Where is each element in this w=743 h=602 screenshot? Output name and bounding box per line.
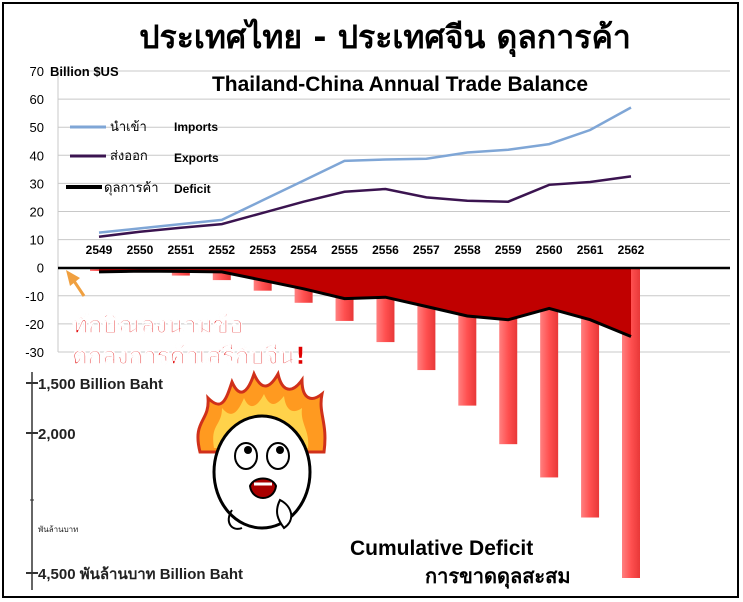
- x-tick-label: 2549: [86, 243, 113, 257]
- baht-label-4500: 4,500 พันล้านบาท Billion Baht: [38, 566, 243, 583]
- cumulative-bar: [622, 268, 640, 578]
- x-tick-label: 2559: [495, 243, 522, 257]
- y-tick-label: 70: [30, 64, 44, 79]
- y-tick-label: 30: [30, 176, 44, 191]
- english-title: Thailand-China Annual Trade Balance: [212, 73, 588, 96]
- y-tick-label: 50: [30, 120, 44, 135]
- cumulative-deficit-label-th: การขาดดุลสะสม: [425, 564, 571, 589]
- baht-label-1500: 1,500 Billion Baht: [38, 376, 163, 393]
- x-tick-label: 2561: [577, 243, 604, 257]
- legend-exports-th: ส่งออก: [110, 149, 148, 164]
- baht-unit-small: พันล้านบาท: [38, 525, 78, 534]
- exports-line: [98, 175, 632, 239]
- legend: นำเข้า Imports ส่งออก Exports ดุลการค้า …: [66, 120, 219, 196]
- deficit-line: [98, 269, 632, 338]
- legend-imports-en: Imports: [174, 120, 218, 134]
- legend-imports-th: นำเข้า: [110, 120, 147, 135]
- x-tick-label: 2551: [167, 243, 194, 257]
- x-tick-label: 2550: [127, 243, 154, 257]
- baht-label-2000: 2,000: [38, 426, 76, 443]
- y-tick-label: 40: [30, 148, 44, 163]
- cumulative-bar: [581, 268, 600, 518]
- x-tick-label: 2554: [290, 243, 317, 257]
- pointer-arrow-icon: [66, 270, 86, 297]
- y-axis-label: Billion $US: [50, 64, 119, 79]
- x-tick-label: 2562: [618, 243, 645, 257]
- y-tick-label: -30: [25, 345, 44, 360]
- legend-deficit-th: ดุลการค้า: [104, 181, 159, 196]
- imports-line: [98, 106, 632, 234]
- y-tick-label: -10: [25, 289, 44, 304]
- thai-title: ประเทศไทย - ประเทศจีน ดุลการค้า: [139, 18, 631, 58]
- y-tick-label: -20: [25, 317, 44, 332]
- y-tick-label: 60: [30, 92, 44, 107]
- legend-deficit-en: Deficit: [174, 182, 211, 196]
- cumulative-deficit-label: Cumulative Deficit: [350, 537, 533, 560]
- x-tick-label: 2558: [454, 243, 481, 257]
- y-axis-ticks: 70 60 50 40 30 20 10 0 -10 -20 -30: [25, 64, 44, 360]
- x-tick-label: 2560: [536, 243, 563, 257]
- y-tick-label: 10: [30, 233, 44, 248]
- x-tick-label: 2553: [249, 243, 276, 257]
- cumulative-bar: [540, 268, 559, 478]
- x-tick-label: 2556: [372, 243, 399, 257]
- x-axis-labels: 2549 2550 2551 2552 2553 2554 2555 2556 2557 2558…: [86, 243, 645, 257]
- annotation-line-1: ทักษิณลงนามข้อ: [72, 311, 243, 339]
- deficit-area: [99, 267, 631, 337]
- x-tick-label: 2552: [208, 243, 235, 257]
- y-tick-label: 20: [30, 205, 44, 220]
- annotation-line-2: ตกลงการค้าเสรีกับจีน!: [72, 342, 306, 370]
- x-tick-label: 2557: [413, 243, 440, 257]
- y-tick-label: 0: [37, 261, 44, 276]
- x-tick-label: 2555: [331, 243, 358, 257]
- stressed-face-icon: [196, 369, 327, 530]
- baht-axis: 1,500 Billion Baht 2,000 พันล้านบาท 4,50…: [26, 372, 243, 590]
- legend-exports-en: Exports: [174, 151, 219, 165]
